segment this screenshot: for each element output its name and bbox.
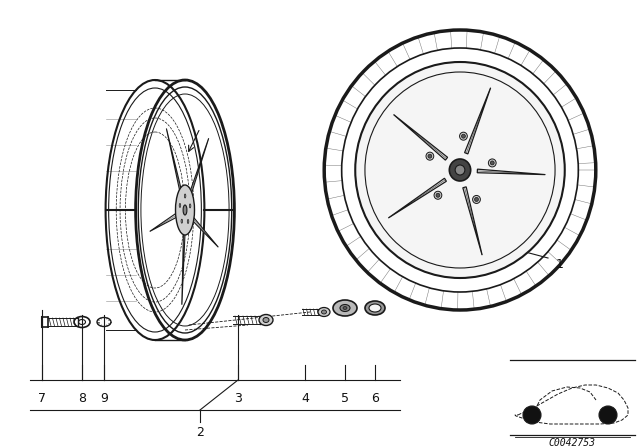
Ellipse shape — [369, 304, 381, 312]
Ellipse shape — [340, 305, 350, 311]
Ellipse shape — [263, 318, 269, 323]
Ellipse shape — [428, 154, 432, 158]
Ellipse shape — [183, 205, 187, 215]
Ellipse shape — [179, 203, 180, 207]
Text: 9: 9 — [100, 392, 108, 405]
Ellipse shape — [436, 193, 440, 197]
Ellipse shape — [189, 204, 191, 208]
Circle shape — [599, 406, 617, 424]
Text: 2: 2 — [196, 426, 204, 439]
Polygon shape — [150, 212, 178, 231]
Ellipse shape — [181, 219, 182, 223]
Polygon shape — [189, 138, 209, 196]
Text: 7: 7 — [38, 392, 46, 405]
Ellipse shape — [318, 307, 330, 316]
Ellipse shape — [488, 159, 496, 167]
Ellipse shape — [426, 152, 434, 160]
Text: 3: 3 — [234, 392, 242, 405]
Polygon shape — [465, 88, 491, 154]
Text: 4: 4 — [301, 392, 309, 405]
Ellipse shape — [472, 195, 481, 203]
Ellipse shape — [188, 220, 189, 224]
Ellipse shape — [461, 134, 465, 138]
Polygon shape — [463, 187, 482, 255]
Polygon shape — [166, 129, 182, 194]
Polygon shape — [191, 216, 218, 247]
Ellipse shape — [474, 198, 479, 202]
Text: C0042753: C0042753 — [548, 438, 595, 448]
Ellipse shape — [460, 132, 467, 140]
Ellipse shape — [434, 191, 442, 199]
Text: 8: 8 — [78, 392, 86, 405]
Ellipse shape — [321, 310, 326, 314]
Ellipse shape — [343, 306, 347, 310]
Ellipse shape — [490, 161, 494, 165]
Ellipse shape — [455, 165, 465, 175]
Ellipse shape — [449, 159, 470, 181]
Text: 5: 5 — [341, 392, 349, 405]
Ellipse shape — [175, 185, 195, 235]
Polygon shape — [182, 230, 185, 305]
Polygon shape — [394, 115, 447, 160]
Ellipse shape — [184, 194, 186, 198]
Polygon shape — [388, 178, 446, 218]
Polygon shape — [477, 169, 545, 175]
Ellipse shape — [259, 314, 273, 326]
Circle shape — [523, 406, 541, 424]
Ellipse shape — [365, 301, 385, 315]
Text: 1: 1 — [556, 258, 564, 271]
Ellipse shape — [355, 62, 564, 278]
Ellipse shape — [333, 300, 357, 316]
Text: 6: 6 — [371, 392, 379, 405]
